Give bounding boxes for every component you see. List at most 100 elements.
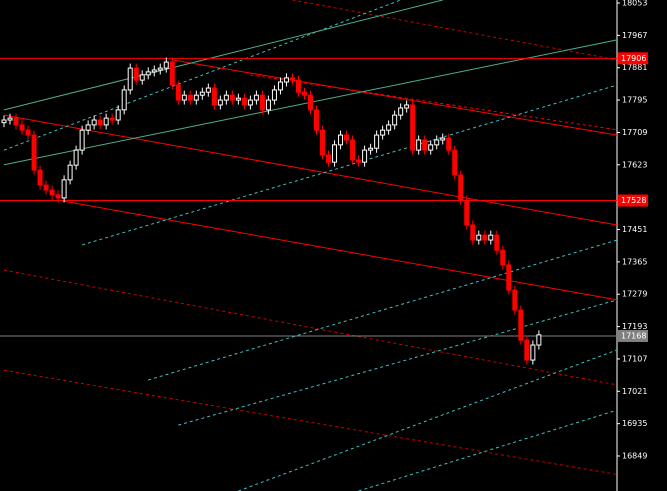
y-tick-label: 17881: [622, 63, 647, 72]
candle-body: [488, 234, 494, 241]
candle-body: [85, 124, 91, 131]
candle-body: [476, 234, 482, 241]
candle-body: [265, 99, 271, 111]
candle-body: [458, 174, 464, 201]
trend-line: [3, 0, 401, 151]
trend-line: [3, 114, 618, 226]
candle-body: [145, 71, 151, 76]
candle-body: [428, 144, 434, 151]
trend-line: [358, 409, 618, 491]
candle-body: [494, 234, 500, 251]
candle-body: [79, 129, 85, 151]
candle-body: [241, 97, 247, 106]
candle-body: [121, 89, 127, 111]
candle-body: [25, 129, 31, 136]
candle-body: [91, 119, 97, 126]
y-tick-label: 17107: [622, 354, 647, 363]
trend-line: [81, 84, 618, 246]
candle-body: [416, 139, 422, 151]
candle-body: [464, 199, 470, 226]
candle-body: [175, 84, 181, 101]
candle-body: [320, 129, 326, 156]
candle-body: [440, 137, 446, 141]
candle-body: [512, 289, 518, 311]
candle-body: [289, 77, 295, 81]
candle-body: [392, 114, 398, 126]
y-tick-label: 17021: [622, 387, 647, 396]
candle-body: [229, 94, 235, 101]
candle-body: [151, 69, 157, 73]
candle-body: [308, 94, 313, 111]
price-marker-label: 17528: [621, 196, 646, 205]
y-tick-label: 17365: [622, 257, 647, 266]
candle-body: [187, 94, 193, 101]
price-marker-box: [618, 194, 648, 207]
trend-line: [292, 0, 618, 61]
candle-body: [277, 81, 283, 91]
candle-body: [193, 94, 199, 101]
candle-body: [500, 249, 506, 266]
candle-body: [356, 159, 362, 163]
candle-body: [163, 61, 169, 69]
candle-body: [362, 149, 368, 163]
candle-body: [524, 339, 530, 361]
candle-body: [295, 79, 301, 93]
candle-body: [19, 124, 25, 131]
candle-body: [127, 67, 133, 91]
candle-body: [410, 104, 416, 151]
y-tick-label: 17193: [622, 322, 647, 331]
candle-body: [7, 117, 13, 121]
candle-body: [386, 124, 392, 131]
candle-body: [380, 129, 386, 136]
candle-body: [211, 87, 217, 106]
candle-body: [43, 184, 49, 191]
price-marker-label: 17906: [621, 54, 646, 63]
trend-line: [238, 349, 618, 491]
candle-body: [506, 264, 512, 291]
candle-body: [199, 91, 205, 96]
price-marker-label: 17168: [621, 331, 646, 340]
candle-body: [422, 139, 428, 151]
candle-body: [536, 334, 542, 346]
candle-body: [223, 94, 229, 101]
candle-body: [217, 99, 223, 106]
candle-body: [344, 134, 350, 141]
trend-line: [250, 74, 618, 131]
candle-body: [247, 99, 253, 106]
candle-body: [97, 119, 103, 126]
candle-body: [374, 134, 380, 149]
candle-body: [73, 149, 79, 166]
trend-line: [3, 269, 618, 386]
candle-body: [326, 154, 332, 163]
candle-body: [31, 134, 37, 171]
candle-body: [1, 119, 7, 124]
candle-body: [434, 139, 440, 146]
candle-body: [338, 134, 344, 146]
trend-line: [172, 59, 618, 136]
candle-body: [398, 107, 404, 116]
candle-body: [181, 94, 187, 101]
price-marker-box: [618, 52, 648, 65]
y-tick-label: 18053: [622, 0, 647, 8]
y-tick-label: 17623: [622, 160, 647, 169]
trend-line: [3, 369, 618, 475]
y-tick-label: 16935: [622, 419, 647, 428]
candle-body: [61, 179, 67, 199]
y-tick-label: 17451: [622, 225, 647, 234]
candle-body: [115, 109, 121, 121]
trend-line: [178, 299, 618, 426]
candle-body: [271, 89, 277, 101]
candle-body: [253, 94, 259, 101]
price-marker-box: [618, 329, 648, 342]
y-tick-label: 17967: [622, 31, 647, 40]
y-tick-label: 17795: [622, 96, 647, 105]
candle-body: [518, 309, 524, 341]
trend-line: [58, 199, 618, 301]
candle-body: [109, 117, 115, 121]
y-tick-label: 16849: [622, 452, 647, 461]
candle-body: [157, 67, 163, 71]
candle-body: [452, 149, 458, 176]
y-tick-label: 17709: [622, 128, 647, 137]
candle-body: [332, 144, 338, 163]
